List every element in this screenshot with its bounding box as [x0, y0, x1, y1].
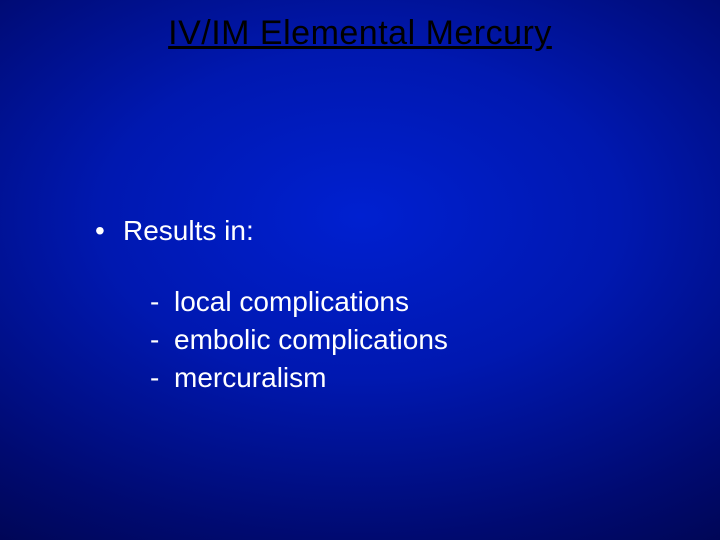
bullet-text: Results in: — [123, 215, 254, 247]
bullet-item: • Results in: — [95, 215, 448, 247]
slide-body: • Results in: - local complications - em… — [95, 215, 448, 396]
slide-title: IV/IM Elemental Mercury — [0, 14, 720, 53]
dash-icon: - — [150, 283, 174, 321]
sub-item-text: mercuralism — [174, 359, 326, 397]
slide: IV/IM Elemental Mercury • Results in: - … — [0, 0, 720, 540]
sub-item-text: embolic complications — [174, 321, 448, 359]
bullet-marker: • — [95, 215, 123, 247]
sub-list: - local complications - embolic complica… — [150, 283, 448, 396]
sub-item-text: local complications — [174, 283, 409, 321]
list-item: - mercuralism — [150, 359, 448, 397]
dash-icon: - — [150, 321, 174, 359]
list-item: - local complications — [150, 283, 448, 321]
dash-icon: - — [150, 359, 174, 397]
list-item: - embolic complications — [150, 321, 448, 359]
